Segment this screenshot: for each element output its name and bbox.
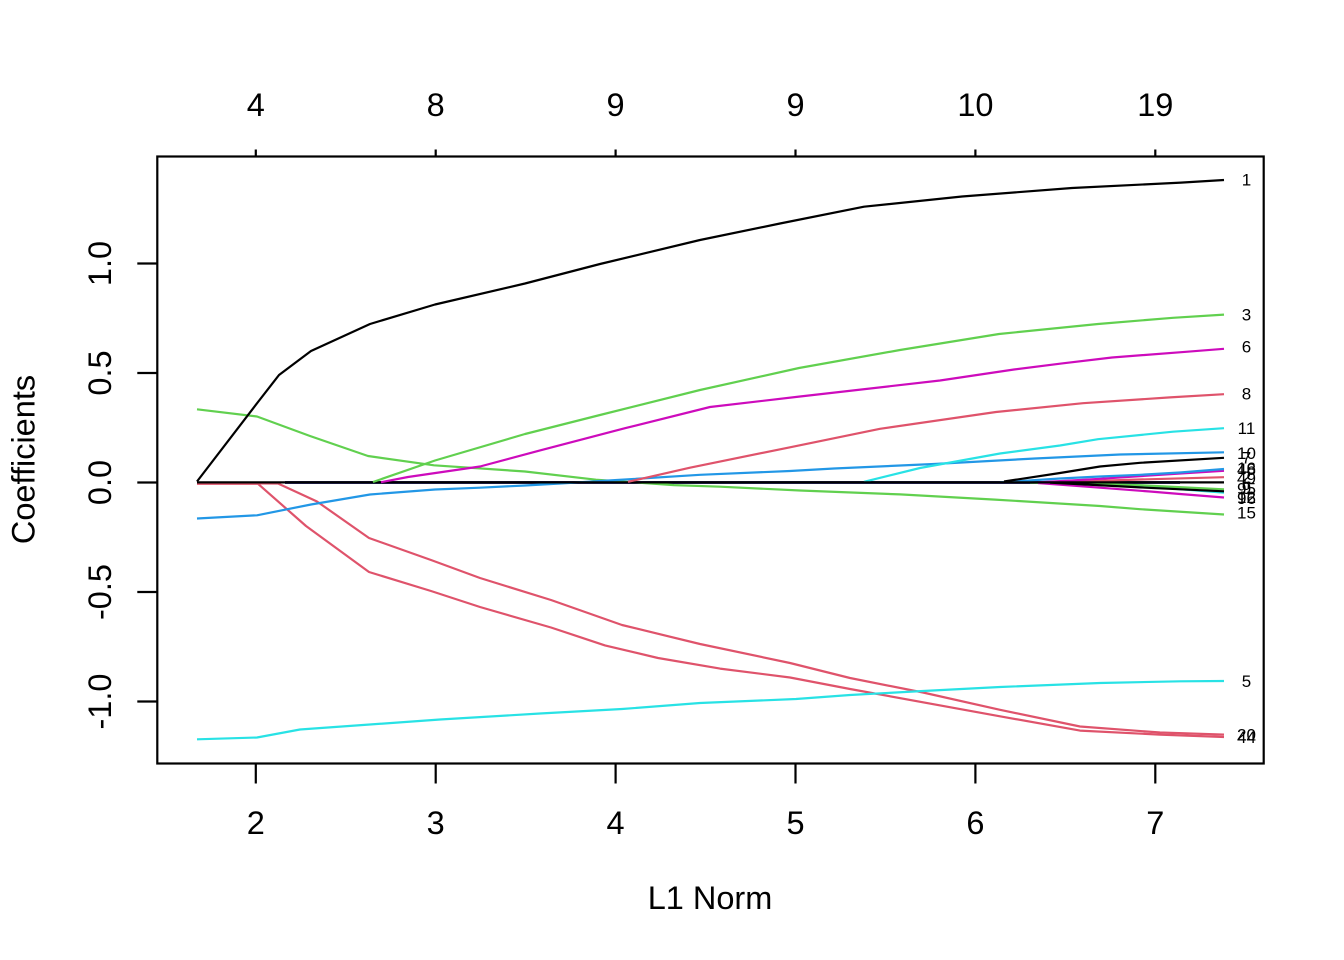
svg-text:1.0: 1.0 xyxy=(82,241,118,286)
svg-text:8: 8 xyxy=(427,87,445,123)
svg-text:8: 8 xyxy=(1242,384,1251,403)
svg-text:2: 2 xyxy=(1242,468,1251,487)
svg-text:2: 2 xyxy=(247,805,265,841)
svg-text:5: 5 xyxy=(1242,672,1251,691)
svg-text:10: 10 xyxy=(957,87,993,123)
svg-text:10: 10 xyxy=(1237,444,1256,463)
svg-text:3: 3 xyxy=(1242,306,1251,325)
svg-text:6: 6 xyxy=(1242,338,1251,357)
svg-text:95: 95 xyxy=(1237,480,1256,499)
svg-text:0.5: 0.5 xyxy=(82,350,118,395)
svg-text:9: 9 xyxy=(1242,479,1251,498)
svg-text:L1 Norm: L1 Norm xyxy=(648,880,773,916)
svg-text:5: 5 xyxy=(786,805,804,841)
svg-text:49: 49 xyxy=(1237,469,1256,488)
svg-text:7: 7 xyxy=(1242,449,1251,468)
svg-text:0.0: 0.0 xyxy=(82,460,118,505)
svg-text:9: 9 xyxy=(786,87,804,123)
svg-text:9: 9 xyxy=(607,87,625,123)
svg-text:16: 16 xyxy=(1237,459,1256,478)
svg-text:-1.0: -1.0 xyxy=(82,673,118,729)
svg-text:4: 4 xyxy=(247,87,265,123)
svg-text:12: 12 xyxy=(1237,488,1256,507)
svg-text:48: 48 xyxy=(1237,460,1256,479)
svg-text:-0.5: -0.5 xyxy=(82,564,118,620)
svg-text:44: 44 xyxy=(1237,728,1256,747)
svg-text:Coefficients: Coefficients xyxy=(6,375,42,544)
svg-text:20: 20 xyxy=(1237,726,1256,745)
svg-text:7: 7 xyxy=(1146,805,1164,841)
svg-text:11: 11 xyxy=(1238,419,1256,438)
svg-text:15: 15 xyxy=(1237,504,1256,523)
svg-text:19: 19 xyxy=(1137,87,1173,123)
svg-text:4: 4 xyxy=(607,805,625,841)
svg-text:6: 6 xyxy=(966,805,984,841)
svg-text:3: 3 xyxy=(427,805,445,841)
svg-text:96: 96 xyxy=(1237,489,1256,508)
svg-text:1: 1 xyxy=(1242,171,1251,190)
